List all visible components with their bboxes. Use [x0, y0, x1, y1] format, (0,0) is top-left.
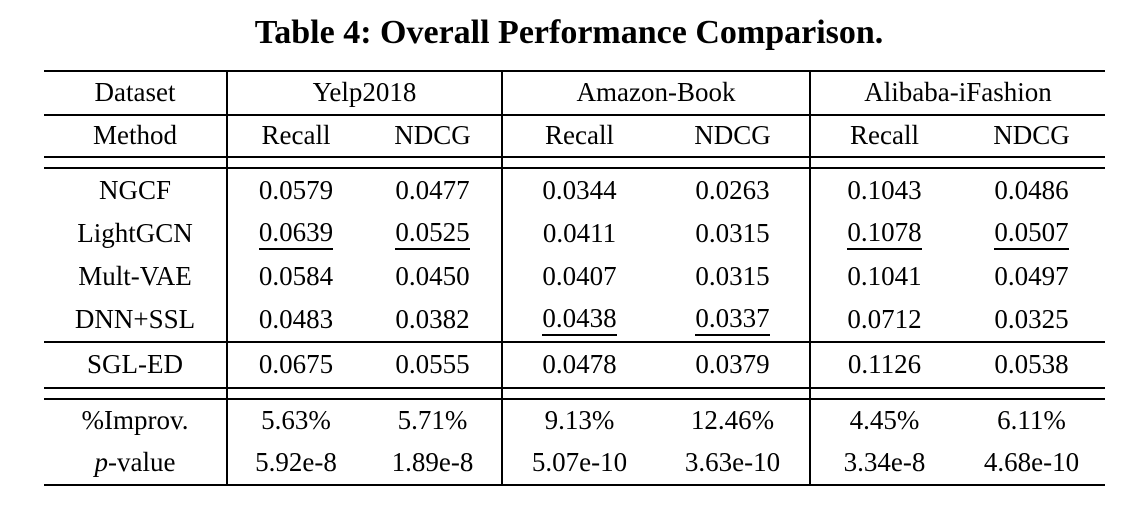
improvement-value: 5.63%: [261, 405, 331, 436]
pvalue-value: 1.89e-8: [364, 442, 503, 486]
metric-value: 0.0477: [364, 168, 503, 212]
metric-value: 0.0450: [364, 255, 503, 298]
metric-value: 0.0584: [258, 260, 334, 291]
metric-value: 0.0344: [542, 174, 617, 205]
method-name: LightGCN: [44, 212, 228, 255]
underlined-value: 0.0639: [258, 218, 334, 250]
improvement-value: 6.11%: [997, 405, 1066, 436]
pvalue-label: p-value: [44, 442, 228, 486]
method-header-cell: Method: [44, 115, 228, 158]
method-name: NGCF: [44, 168, 228, 212]
metric-value: 0.0325: [958, 298, 1106, 343]
pvalue-value: 3.34e-8: [810, 442, 958, 486]
improvement-label: %Improv.: [44, 399, 228, 442]
metric-value: 0.0538: [958, 342, 1106, 389]
pvalue-label-rest: -value: [108, 447, 176, 478]
underlined-value: 0.0438: [542, 304, 617, 336]
metric-value: 0.0486: [994, 174, 1069, 205]
metric-value: 0.0507: [958, 212, 1105, 255]
metric-value: 0.1043: [847, 174, 922, 205]
metric-header: Recall: [502, 115, 656, 158]
pvalue-value: 4.68e-10: [958, 442, 1106, 486]
table-row-ngcf: NGCF 0.0579 0.0477 0.0344 0.0263 0.1043 …: [44, 168, 1105, 212]
pvalue-value: 5.07e-10: [502, 442, 656, 486]
metric-value: 0.0555: [364, 342, 503, 389]
table-row-mult-vae: Mult-VAE 0.0584 0.0450 0.0407 0.0315 0.1…: [44, 255, 1105, 298]
dataset-group-alibaba-ifashion: Alibaba-iFashion: [810, 71, 1106, 116]
underlined-value: 0.1078: [847, 218, 922, 250]
metric-value: 0.0675: [227, 342, 364, 389]
metric-value: 0.1041: [847, 260, 922, 291]
table-caption: Table 4: Overall Performance Comparison.: [254, 14, 884, 51]
metric-value: 0.0483: [227, 298, 364, 343]
metric-value: 0.0411: [542, 217, 617, 248]
double-rule-spacer: [44, 157, 1106, 169]
metric-header: NDCG: [364, 115, 503, 158]
table-row-improvement: %Improv. 5.63% 5.71% 9.13% 12.46% 4.45% …: [44, 399, 1105, 442]
metric-value: 0.0579: [258, 174, 334, 205]
table-row-pvalue: p-value 5.92e-8 1.89e-8 5.07e-10 3.63e-1…: [44, 442, 1106, 486]
method-name: Mult-VAE: [44, 255, 228, 298]
dataset-group-amazon-book: Amazon-Book: [502, 71, 811, 116]
metric-value: 0.0478: [502, 342, 656, 389]
metric-value: 0.0407: [542, 260, 617, 291]
metric-value: 0.0315: [656, 212, 811, 255]
metric-value: 0.1126: [810, 342, 958, 389]
metric-header: Recall: [810, 115, 958, 158]
metric-value: 0.0497: [994, 260, 1069, 291]
metric-value: 0.0712: [810, 298, 958, 343]
underlined-value: 0.0337: [695, 304, 770, 336]
method-name: SGL-ED: [44, 342, 228, 389]
table-row-dnn-ssl: DNN+SSL 0.0483 0.0382 0.0438 0.0337 0.07…: [44, 298, 1106, 343]
metric-header: Recall: [227, 115, 364, 158]
header-row-metrics: Method Recall NDCG Recall NDCG Recall ND…: [44, 115, 1106, 158]
header-row-datasets: Dataset Yelp2018 Amazon-Book Alibaba-iFa…: [44, 71, 1106, 116]
improvement-value: 5.71%: [364, 399, 503, 442]
metric-header: NDCG: [656, 115, 811, 158]
table-row-sgl-ed: SGL-ED 0.0675 0.0555 0.0478 0.0379 0.112…: [44, 342, 1106, 389]
metric-value: 0.0438: [502, 298, 656, 343]
performance-table: Dataset Yelp2018 Amazon-Book Alibaba-iFa…: [44, 70, 1106, 486]
dataset-group-yelp2018: Yelp2018: [227, 71, 503, 116]
improvement-value: 9.13%: [544, 405, 615, 436]
dataset-header-cell: Dataset: [44, 71, 228, 116]
double-rule-spacer: [44, 388, 1106, 400]
metric-value: 0.0379: [656, 342, 811, 389]
method-name: DNN+SSL: [44, 298, 228, 343]
improvement-value: 4.45%: [849, 405, 920, 436]
metric-value: 0.0263: [656, 168, 811, 212]
metric-value: 0.1078: [810, 212, 958, 255]
pvalue-value: 5.92e-8: [227, 442, 364, 486]
metric-value: 0.0337: [656, 298, 811, 343]
metric-value: 0.0315: [656, 255, 811, 298]
underlined-value: 0.0525: [395, 218, 470, 250]
metric-value: 0.0525: [364, 212, 503, 255]
improvement-value: 12.46%: [656, 399, 811, 442]
table-row-lightgcn: LightGCN 0.0639 0.0525 0.0411 0.0315 0.1…: [44, 212, 1105, 255]
metric-value: 0.0382: [364, 298, 503, 343]
metric-value: 0.0639: [227, 212, 364, 255]
pvalue-value: 3.63e-10: [656, 442, 811, 486]
underlined-value: 0.0507: [994, 218, 1069, 250]
metric-header: NDCG: [958, 115, 1106, 158]
pvalue-label-italic-p: p: [94, 447, 109, 478]
